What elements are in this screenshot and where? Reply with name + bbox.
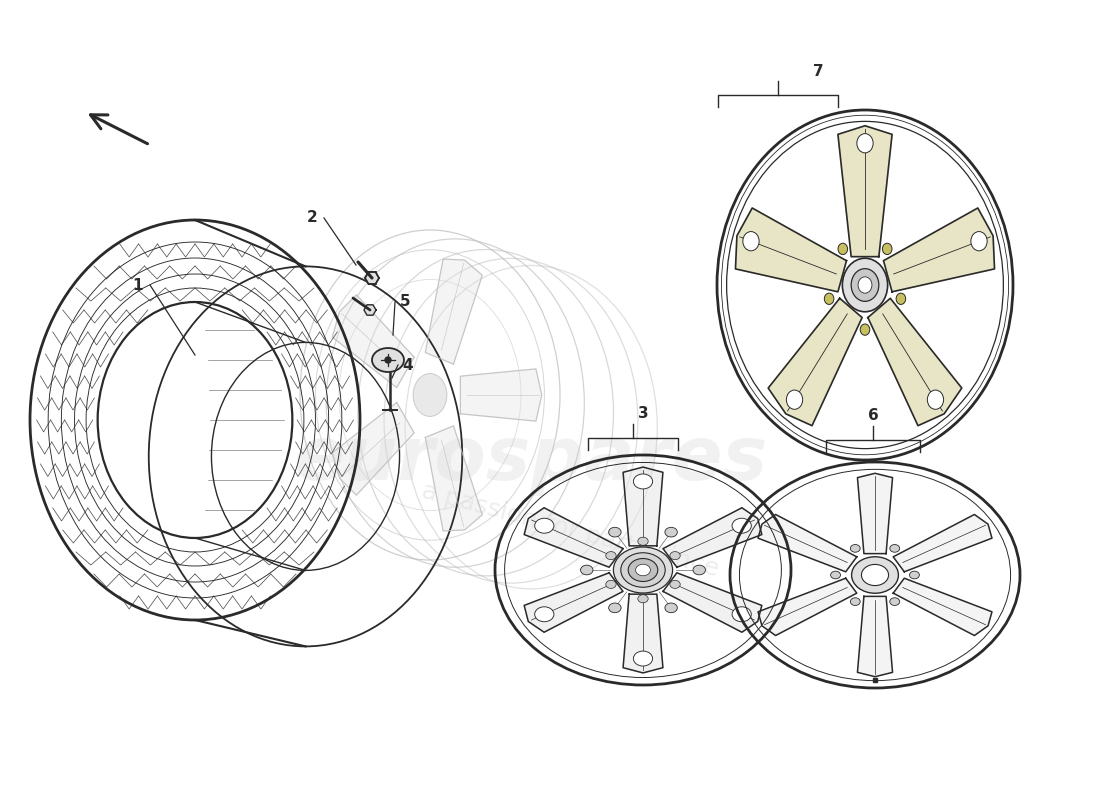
Ellipse shape <box>824 293 834 305</box>
Ellipse shape <box>858 277 872 293</box>
Ellipse shape <box>733 518 751 533</box>
Ellipse shape <box>830 571 840 579</box>
Text: eurospares: eurospares <box>293 423 767 497</box>
Polygon shape <box>426 426 482 531</box>
Ellipse shape <box>608 527 622 537</box>
Polygon shape <box>893 514 992 572</box>
Ellipse shape <box>638 538 648 546</box>
Ellipse shape <box>581 565 593 575</box>
Ellipse shape <box>372 348 404 372</box>
Polygon shape <box>758 514 857 572</box>
Polygon shape <box>857 596 892 677</box>
Ellipse shape <box>843 258 888 312</box>
Ellipse shape <box>851 269 879 302</box>
Polygon shape <box>426 259 482 364</box>
Ellipse shape <box>742 231 759 251</box>
Ellipse shape <box>733 606 751 622</box>
Ellipse shape <box>614 547 672 593</box>
Polygon shape <box>857 474 892 554</box>
Ellipse shape <box>850 598 860 606</box>
Ellipse shape <box>664 527 678 537</box>
Polygon shape <box>461 369 542 421</box>
Ellipse shape <box>535 518 554 534</box>
Ellipse shape <box>860 324 870 335</box>
Ellipse shape <box>620 553 666 587</box>
Text: 5: 5 <box>399 294 410 310</box>
Polygon shape <box>525 573 623 632</box>
Polygon shape <box>623 594 663 673</box>
Text: 4: 4 <box>403 358 414 373</box>
Ellipse shape <box>634 474 652 489</box>
Ellipse shape <box>896 293 905 305</box>
Ellipse shape <box>850 545 860 552</box>
Polygon shape <box>663 508 762 567</box>
Polygon shape <box>758 578 857 635</box>
Ellipse shape <box>693 565 705 575</box>
Circle shape <box>385 357 390 363</box>
Ellipse shape <box>535 606 554 622</box>
Polygon shape <box>332 295 414 387</box>
Text: 3: 3 <box>638 406 648 422</box>
Polygon shape <box>868 298 961 426</box>
Text: 6: 6 <box>868 409 879 423</box>
Ellipse shape <box>857 134 873 153</box>
Text: 2: 2 <box>307 210 318 226</box>
Text: a passion for parts since: a passion for parts since <box>419 478 722 582</box>
Polygon shape <box>364 305 376 315</box>
Ellipse shape <box>634 651 652 666</box>
Polygon shape <box>525 508 623 567</box>
Polygon shape <box>623 467 663 546</box>
Polygon shape <box>663 573 762 632</box>
Ellipse shape <box>664 603 678 613</box>
Ellipse shape <box>608 603 622 613</box>
Ellipse shape <box>890 545 900 552</box>
Ellipse shape <box>838 243 848 254</box>
Polygon shape <box>838 126 892 257</box>
Ellipse shape <box>636 564 650 576</box>
Ellipse shape <box>851 557 899 594</box>
Ellipse shape <box>628 558 658 582</box>
Polygon shape <box>736 208 847 292</box>
Ellipse shape <box>890 598 900 606</box>
Polygon shape <box>332 402 414 495</box>
Text: 1: 1 <box>133 278 143 293</box>
Text: 7: 7 <box>813 63 823 78</box>
Ellipse shape <box>606 580 616 589</box>
Ellipse shape <box>971 231 987 251</box>
Ellipse shape <box>638 594 648 602</box>
Polygon shape <box>768 298 862 426</box>
Ellipse shape <box>786 390 803 410</box>
Polygon shape <box>893 578 992 635</box>
Ellipse shape <box>882 243 892 254</box>
Ellipse shape <box>670 552 680 560</box>
Ellipse shape <box>606 552 616 560</box>
Polygon shape <box>365 272 380 284</box>
Ellipse shape <box>670 580 680 589</box>
Ellipse shape <box>414 374 447 417</box>
Polygon shape <box>883 208 994 292</box>
Ellipse shape <box>910 571 920 579</box>
Ellipse shape <box>861 565 889 586</box>
Ellipse shape <box>927 390 944 410</box>
